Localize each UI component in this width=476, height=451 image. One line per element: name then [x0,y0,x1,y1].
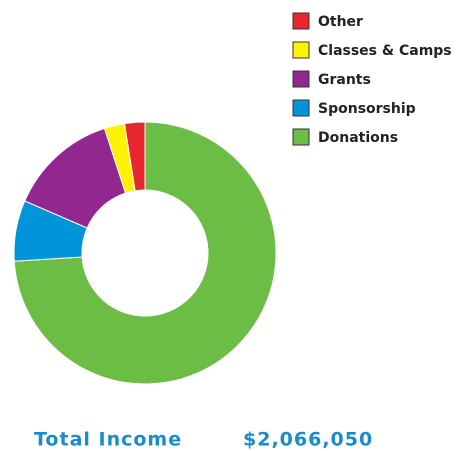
total-value: $2,066,050 [243,429,373,451]
legend-swatch [292,99,310,117]
legend-label: Other [318,14,363,30]
legend-swatch [292,128,310,146]
total-label: Total Income [34,429,182,451]
legend-swatch [292,70,310,88]
pie-slice [13,121,277,385]
pie-slice [123,121,146,192]
legend-swatch [292,12,310,30]
legend-label: Grants [318,72,371,88]
legend-swatch [292,41,310,59]
legend-label: Donations [318,130,398,146]
legend-label: Sponsorship [318,101,416,117]
legend-label: Classes & Camps [318,43,452,59]
